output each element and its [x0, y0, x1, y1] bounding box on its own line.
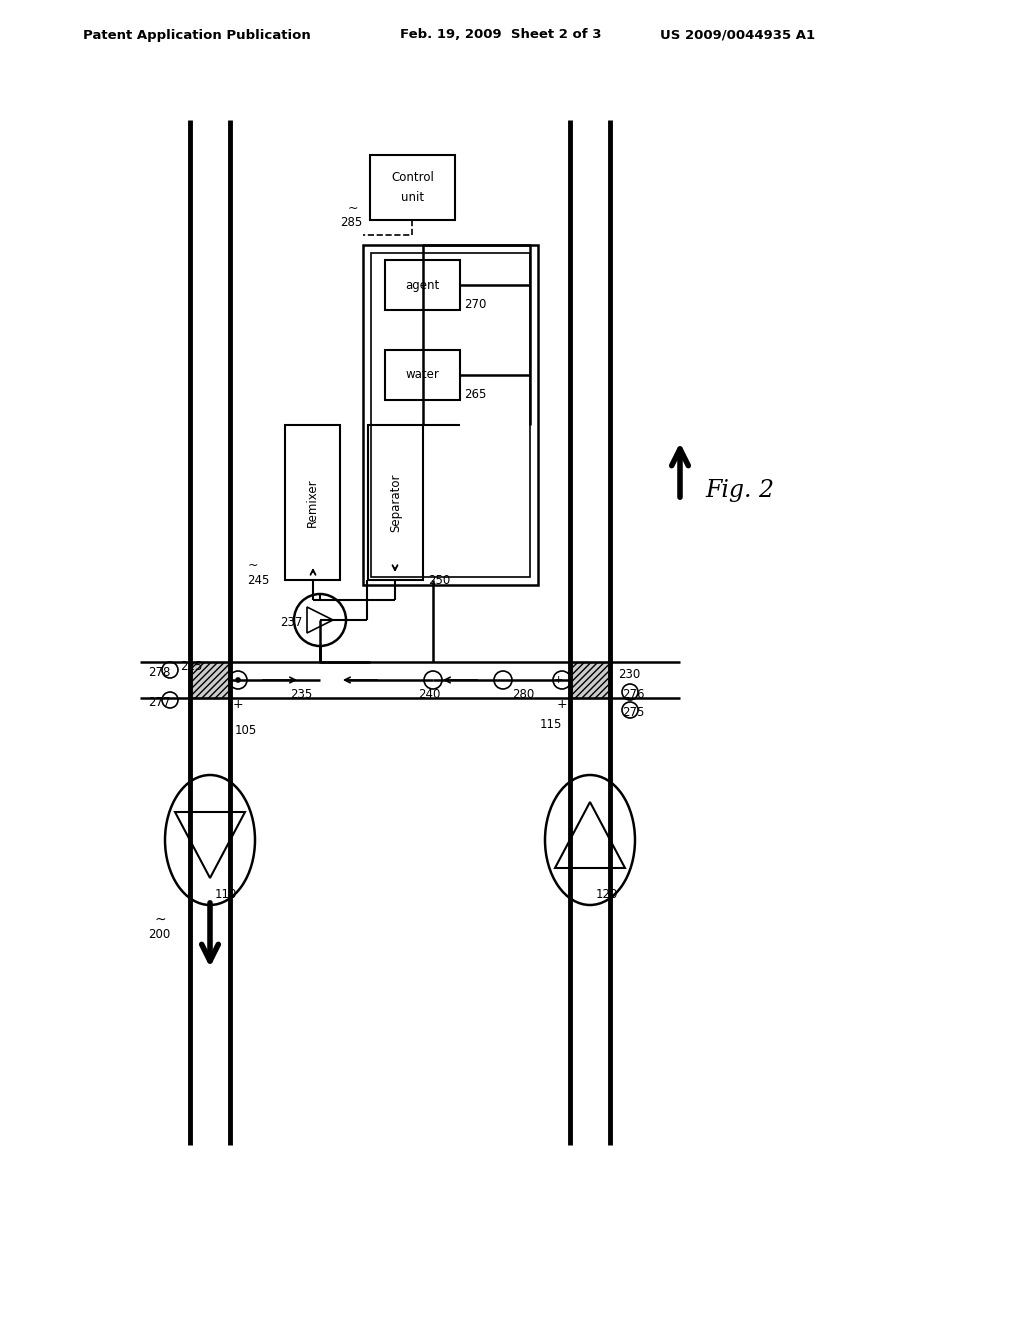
- Text: 115: 115: [540, 718, 562, 731]
- Text: US 2009/0044935 A1: US 2009/0044935 A1: [660, 29, 815, 41]
- Text: 270: 270: [464, 298, 486, 312]
- Text: 285: 285: [340, 215, 362, 228]
- Text: +: +: [553, 675, 562, 685]
- Text: 276: 276: [622, 688, 644, 701]
- Text: 245: 245: [247, 573, 269, 586]
- Text: 265: 265: [464, 388, 486, 401]
- Text: 278: 278: [148, 665, 170, 678]
- Bar: [385, 260, 460, 310]
- Polygon shape: [175, 812, 245, 878]
- Circle shape: [162, 663, 178, 678]
- Circle shape: [294, 594, 346, 645]
- Text: Separator: Separator: [389, 474, 402, 532]
- Circle shape: [622, 702, 638, 718]
- Text: ~: ~: [155, 913, 166, 927]
- Text: 250: 250: [428, 573, 451, 586]
- Text: Remixer: Remixer: [306, 478, 319, 527]
- Text: 280: 280: [512, 689, 535, 701]
- Text: 237: 237: [280, 616, 302, 630]
- Circle shape: [424, 671, 442, 689]
- Ellipse shape: [165, 775, 255, 906]
- Text: 230: 230: [618, 668, 640, 681]
- Text: 200: 200: [148, 928, 170, 941]
- Text: 277: 277: [148, 696, 171, 709]
- Bar: [371, 253, 530, 577]
- Text: Control: Control: [391, 172, 434, 183]
- Text: Fig. 2: Fig. 2: [706, 479, 774, 502]
- Text: 225: 225: [180, 660, 203, 673]
- Bar: [385, 350, 460, 400]
- Text: +: +: [557, 698, 567, 711]
- Circle shape: [494, 671, 512, 689]
- Text: 105: 105: [234, 723, 257, 737]
- Circle shape: [622, 684, 638, 700]
- Text: 120: 120: [596, 888, 618, 902]
- Bar: [570, 663, 610, 698]
- Bar: [362, 246, 538, 585]
- Text: Feb. 19, 2009  Sheet 2 of 3: Feb. 19, 2009 Sheet 2 of 3: [400, 29, 601, 41]
- Text: unit: unit: [401, 191, 424, 205]
- Text: 275: 275: [622, 705, 644, 718]
- Text: +: +: [232, 698, 244, 711]
- Bar: [368, 425, 423, 579]
- Circle shape: [236, 678, 240, 682]
- Text: 110: 110: [215, 888, 238, 902]
- Text: ~: ~: [348, 202, 358, 214]
- Text: water: water: [406, 368, 439, 381]
- Bar: [285, 425, 340, 579]
- Text: agent: agent: [406, 279, 439, 292]
- Circle shape: [162, 692, 178, 708]
- Polygon shape: [555, 803, 625, 869]
- Circle shape: [229, 671, 247, 689]
- Text: ~: ~: [248, 558, 258, 572]
- Bar: [370, 154, 455, 220]
- Text: Patent Application Publication: Patent Application Publication: [83, 29, 310, 41]
- Text: 240: 240: [418, 689, 440, 701]
- Ellipse shape: [545, 775, 635, 906]
- Polygon shape: [307, 607, 333, 634]
- Bar: [190, 663, 230, 698]
- Circle shape: [553, 671, 571, 689]
- Text: 235: 235: [290, 689, 312, 701]
